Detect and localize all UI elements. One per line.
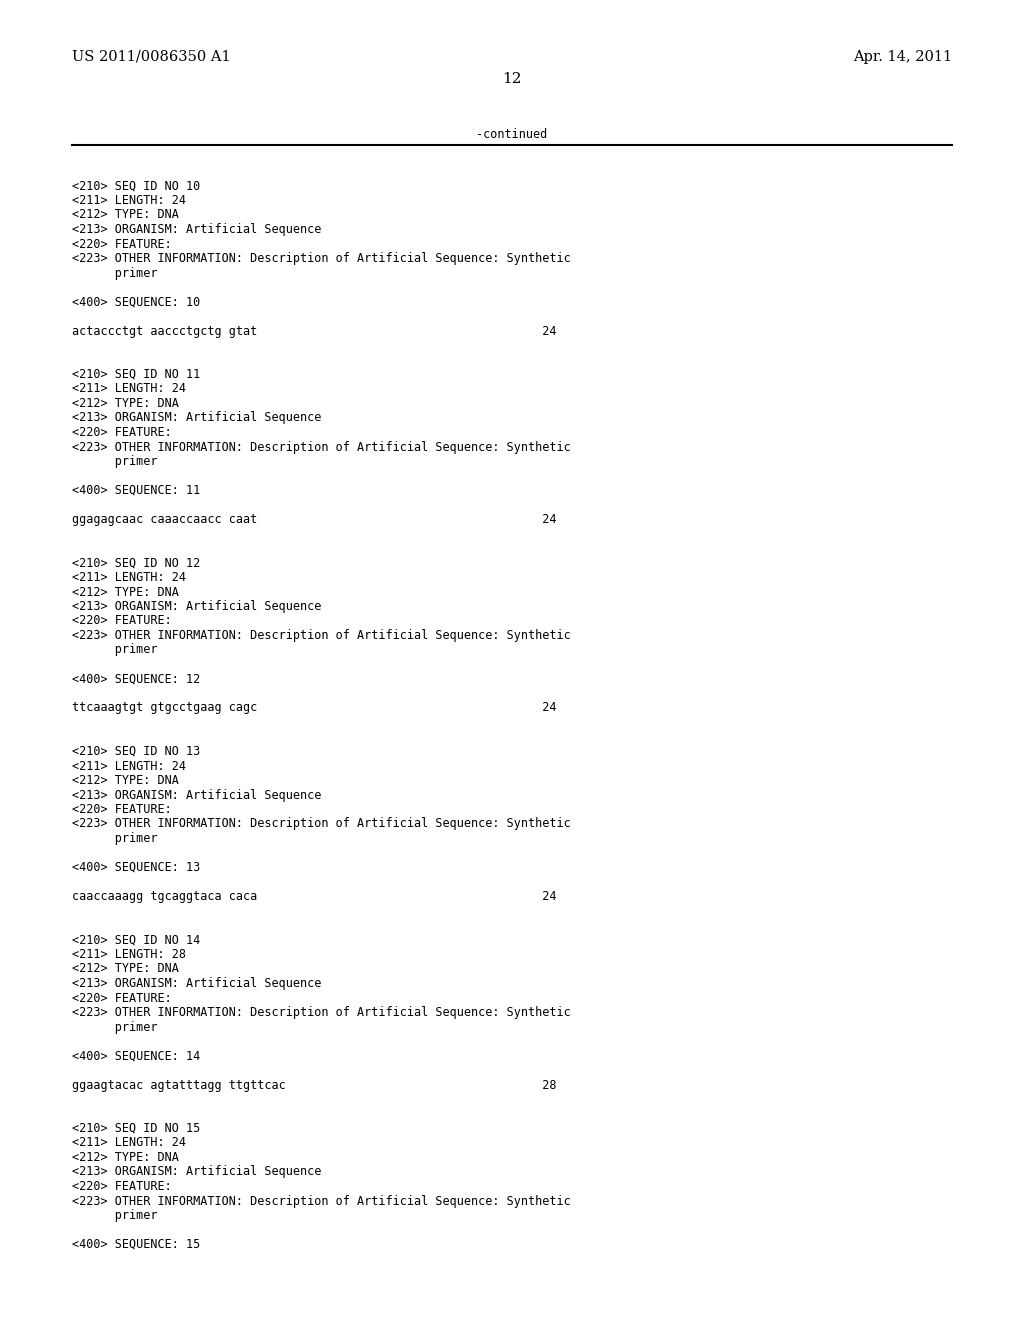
Text: <223> OTHER INFORMATION: Description of Artificial Sequence: Synthetic: <223> OTHER INFORMATION: Description of … (72, 441, 570, 454)
Text: <211> LENGTH: 24: <211> LENGTH: 24 (72, 383, 186, 396)
Text: primer: primer (72, 1209, 158, 1222)
Text: <400> SEQUENCE: 11: <400> SEQUENCE: 11 (72, 484, 201, 498)
Text: <223> OTHER INFORMATION: Description of Artificial Sequence: Synthetic: <223> OTHER INFORMATION: Description of … (72, 630, 570, 642)
Text: <400> SEQUENCE: 10: <400> SEQUENCE: 10 (72, 296, 201, 309)
Text: <213> ORGANISM: Artificial Sequence: <213> ORGANISM: Artificial Sequence (72, 223, 322, 236)
Text: caaccaaagg tgcaggtaca caca                                        24: caaccaaagg tgcaggtaca caca 24 (72, 890, 556, 903)
Text: <220> FEATURE:: <220> FEATURE: (72, 803, 172, 816)
Text: <210> SEQ ID NO 10: <210> SEQ ID NO 10 (72, 180, 201, 193)
Text: primer: primer (72, 455, 158, 469)
Text: <211> LENGTH: 24: <211> LENGTH: 24 (72, 759, 186, 772)
Text: ggaagtacac agtatttagg ttgttcac                                    28: ggaagtacac agtatttagg ttgttcac 28 (72, 1078, 556, 1092)
Text: <212> TYPE: DNA: <212> TYPE: DNA (72, 1151, 179, 1164)
Text: <223> OTHER INFORMATION: Description of Artificial Sequence: Synthetic: <223> OTHER INFORMATION: Description of … (72, 817, 570, 830)
Text: ttcaaagtgt gtgcctgaag cagc                                        24: ttcaaagtgt gtgcctgaag cagc 24 (72, 701, 556, 714)
Text: <210> SEQ ID NO 14: <210> SEQ ID NO 14 (72, 933, 201, 946)
Text: <212> TYPE: DNA: <212> TYPE: DNA (72, 209, 179, 222)
Text: <212> TYPE: DNA: <212> TYPE: DNA (72, 962, 179, 975)
Text: <210> SEQ ID NO 15: <210> SEQ ID NO 15 (72, 1122, 201, 1135)
Text: <400> SEQUENCE: 13: <400> SEQUENCE: 13 (72, 861, 201, 874)
Text: <213> ORGANISM: Artificial Sequence: <213> ORGANISM: Artificial Sequence (72, 1166, 322, 1179)
Text: <400> SEQUENCE: 12: <400> SEQUENCE: 12 (72, 672, 201, 685)
Text: US 2011/0086350 A1: US 2011/0086350 A1 (72, 50, 230, 63)
Text: <211> LENGTH: 24: <211> LENGTH: 24 (72, 194, 186, 207)
Text: <220> FEATURE:: <220> FEATURE: (72, 1180, 172, 1193)
Text: <211> LENGTH: 28: <211> LENGTH: 28 (72, 948, 186, 961)
Text: primer: primer (72, 644, 158, 656)
Text: <210> SEQ ID NO 13: <210> SEQ ID NO 13 (72, 744, 201, 758)
Text: actaccctgt aaccctgctg gtat                                        24: actaccctgt aaccctgctg gtat 24 (72, 325, 556, 338)
Text: <220> FEATURE:: <220> FEATURE: (72, 426, 172, 440)
Text: primer: primer (72, 267, 158, 280)
Text: <400> SEQUENCE: 14: <400> SEQUENCE: 14 (72, 1049, 201, 1063)
Text: -continued: -continued (476, 128, 548, 141)
Text: 12: 12 (502, 73, 522, 86)
Text: <223> OTHER INFORMATION: Description of Artificial Sequence: Synthetic: <223> OTHER INFORMATION: Description of … (72, 1006, 570, 1019)
Text: <211> LENGTH: 24: <211> LENGTH: 24 (72, 1137, 186, 1150)
Text: <212> TYPE: DNA: <212> TYPE: DNA (72, 397, 179, 411)
Text: Apr. 14, 2011: Apr. 14, 2011 (853, 50, 952, 63)
Text: primer: primer (72, 832, 158, 845)
Text: <213> ORGANISM: Artificial Sequence: <213> ORGANISM: Artificial Sequence (72, 788, 322, 801)
Text: <400> SEQUENCE: 15: <400> SEQUENCE: 15 (72, 1238, 201, 1251)
Text: <210> SEQ ID NO 12: <210> SEQ ID NO 12 (72, 557, 201, 569)
Text: <223> OTHER INFORMATION: Description of Artificial Sequence: Synthetic: <223> OTHER INFORMATION: Description of … (72, 252, 570, 265)
Text: primer: primer (72, 1020, 158, 1034)
Text: <210> SEQ ID NO 11: <210> SEQ ID NO 11 (72, 368, 201, 381)
Text: <220> FEATURE:: <220> FEATURE: (72, 991, 172, 1005)
Text: <212> TYPE: DNA: <212> TYPE: DNA (72, 774, 179, 787)
Text: <223> OTHER INFORMATION: Description of Artificial Sequence: Synthetic: <223> OTHER INFORMATION: Description of … (72, 1195, 570, 1208)
Text: <213> ORGANISM: Artificial Sequence: <213> ORGANISM: Artificial Sequence (72, 977, 322, 990)
Text: <213> ORGANISM: Artificial Sequence: <213> ORGANISM: Artificial Sequence (72, 601, 322, 612)
Text: <211> LENGTH: 24: <211> LENGTH: 24 (72, 572, 186, 583)
Text: ggagagcaac caaaccaacc caat                                        24: ggagagcaac caaaccaacc caat 24 (72, 513, 556, 525)
Text: <220> FEATURE:: <220> FEATURE: (72, 238, 172, 251)
Text: <212> TYPE: DNA: <212> TYPE: DNA (72, 586, 179, 598)
Text: <220> FEATURE:: <220> FEATURE: (72, 615, 172, 627)
Text: <213> ORGANISM: Artificial Sequence: <213> ORGANISM: Artificial Sequence (72, 412, 322, 425)
